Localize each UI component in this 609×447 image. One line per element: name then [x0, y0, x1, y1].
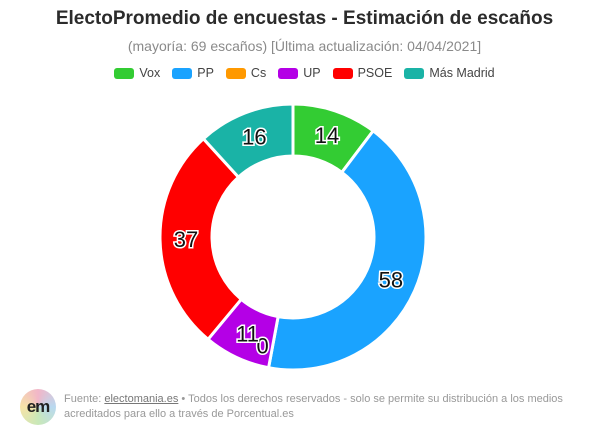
source-rights: • Todos los derechos reservados - solo s… — [64, 393, 563, 420]
logo-text: em — [26, 397, 51, 416]
legend-swatch-up — [278, 67, 299, 79]
chart-subtitle: (mayoría: 69 escaños) [Última actualizac… — [127, 38, 482, 54]
legend-label-psoe: PSOE — [357, 66, 393, 80]
legend-label-pp: PP — [197, 66, 214, 80]
legend-label-cs: Cs — [250, 66, 267, 80]
slice-label-pp: 58 — [379, 268, 403, 293]
legend-item-cs[interactable]: Cs — [225, 66, 267, 80]
slice-label-vox: 14 — [315, 123, 339, 148]
electomania-logo: em — [20, 389, 56, 425]
slice-mas-madrid[interactable] — [201, 102, 295, 179]
source-link[interactable]: electomania.es — [104, 393, 179, 405]
legend-item-psoe[interactable]: PSOE — [332, 66, 393, 80]
legend-item-vox[interactable]: Vox — [114, 66, 160, 80]
legend-item-pp[interactable]: PP — [172, 66, 214, 80]
source-prefix: Fuente: — [64, 393, 105, 405]
footer: em Fuente: electomania.es • Todos los de… — [20, 389, 590, 425]
legend-swatch-pp — [172, 67, 193, 79]
legend-item-up[interactable]: UP — [278, 66, 321, 80]
chart-title: ElectoPromedio de encuestas - Estimación… — [55, 8, 554, 29]
slice-label-psoe: 37 — [174, 227, 198, 252]
legend-label-up: UP — [303, 66, 321, 80]
legend-label-mas-madrid: Más Madrid — [429, 66, 495, 80]
legend-swatch-cs — [225, 67, 246, 79]
legend-label-vox: Vox — [139, 66, 161, 80]
legend-swatch-vox — [114, 67, 135, 79]
legend-item-mas-madrid[interactable]: Más Madrid — [404, 66, 495, 80]
slice-label-mas-madrid: 16 — [242, 125, 266, 150]
slice-psoe[interactable] — [158, 137, 243, 341]
source-note: Fuente: electomania.es • Todos los derec… — [64, 389, 590, 422]
legend-swatch-mas-madrid — [404, 67, 425, 79]
slice-label-cs: 0 — [257, 333, 269, 358]
slice-pp[interactable] — [267, 129, 428, 372]
slice-label-up: 11 — [236, 321, 259, 346]
chart-legend: Vox PP Cs UP PSOE Más Madrid — [0, 66, 609, 80]
legend-swatch-psoe — [332, 67, 353, 79]
